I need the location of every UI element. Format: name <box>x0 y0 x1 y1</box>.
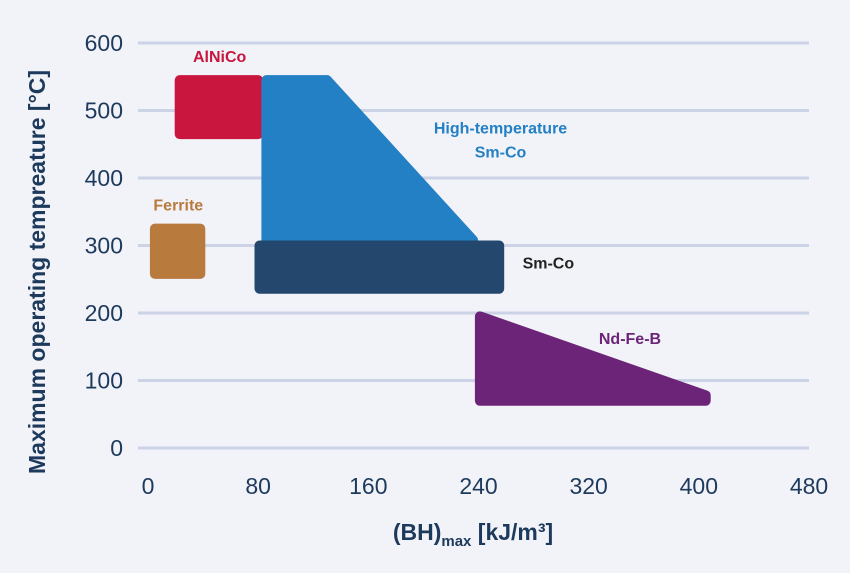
y-tick-label: 600 <box>85 30 123 56</box>
label-line: Ferrite <box>153 197 203 214</box>
y-tick-label: 0 <box>110 435 123 461</box>
x-tick-label: 240 <box>459 473 497 499</box>
label-line: Sm-Co <box>523 255 575 272</box>
label-nd-fe-b: Nd-Fe-B <box>599 331 661 348</box>
label-line: High-temperature <box>434 120 567 137</box>
region-labels: AlNiCo Ferrite High-temperature Sm-Co Sm-Co N… <box>153 49 661 348</box>
label-ferrite: Ferrite <box>153 197 203 214</box>
x-tick-label: 400 <box>680 473 718 499</box>
magnet-regions <box>149 75 711 406</box>
region-alnico <box>174 75 264 140</box>
y-tick-label: 500 <box>85 98 123 124</box>
x-tick-label: 160 <box>349 473 387 499</box>
label-line: Sm-Co <box>475 144 527 161</box>
y-tick-label: 400 <box>85 165 123 191</box>
label-alnico: AlNiCo <box>193 49 247 66</box>
x-axis-label-subscript: max <box>441 533 472 550</box>
y-tick-label: 100 <box>85 368 123 394</box>
x-tick-label: 320 <box>569 473 607 499</box>
x-axis-label-main: (BH) <box>393 519 442 545</box>
y-tick-label: 200 <box>85 300 123 326</box>
x-axis-label-unit: [kJ/m³] <box>471 519 553 545</box>
region-sm-co <box>254 240 505 294</box>
label-high-temperature-sm-co: High-temperature Sm-Co <box>434 120 567 161</box>
x-tick-label: 480 <box>790 473 828 499</box>
region-ferrite <box>149 223 206 279</box>
x-tick-label: 80 <box>245 473 271 499</box>
axis-ticks: 0 100 200 300 400 500 600 0 80 160 240 320 400 480 <box>85 30 829 499</box>
x-axis-label: (BH)max [kJ/m³] <box>393 519 553 550</box>
y-tick-label: 300 <box>85 233 123 259</box>
label-line: Nd-Fe-B <box>599 331 661 348</box>
label-line: AlNiCo <box>193 49 247 66</box>
label-sm-co: Sm-Co <box>523 255 575 272</box>
y-axis-label: Maximum operating tempreature [°C] <box>24 70 50 474</box>
region-nd-fe-b <box>474 311 711 406</box>
region-high-temperature-sm-co <box>261 75 478 246</box>
x-tick-label: 0 <box>142 473 155 499</box>
